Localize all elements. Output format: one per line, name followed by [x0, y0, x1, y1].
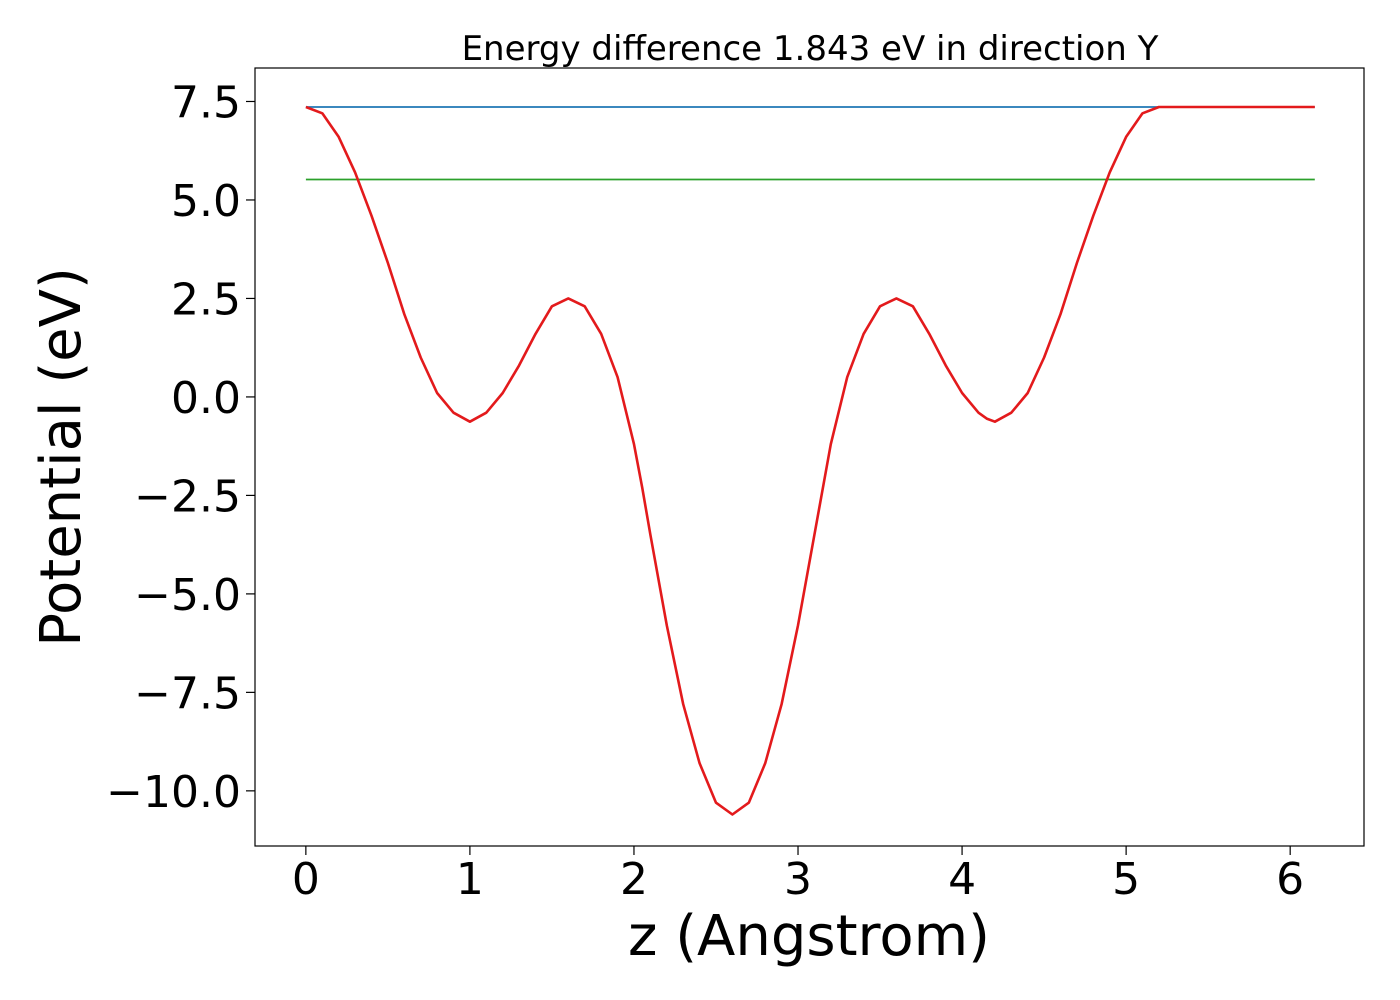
y-axis: 7.5 5.0 2.5 0.0 −2.5 −5.0 −7.5 −10.0: [106, 77, 255, 818]
y-tick-label: 7.5: [171, 77, 241, 128]
x-axis: 0 1 2 3 4 5 6: [292, 846, 1304, 905]
plot-frame: [254, 67, 1365, 847]
y-tick-label: 2.5: [171, 274, 241, 325]
x-tick-label: 1: [456, 854, 484, 905]
x-tick-label: 2: [620, 854, 648, 905]
y-tick-label: 5.0: [171, 176, 241, 227]
y-tick-label: 0.0: [171, 373, 241, 424]
x-tick-label: 4: [948, 854, 976, 905]
y-tick-label: −5.0: [134, 570, 241, 621]
x-tick-label: 0: [292, 854, 320, 905]
series-layer: [305, 105, 1315, 816]
y-axis-label: Potential (eV): [29, 267, 94, 647]
chart-title: Energy difference 1.843 eV in direction …: [462, 29, 1159, 69]
y-tick-label: −7.5: [134, 668, 241, 719]
plot-area: [254, 67, 1365, 847]
x-tick-label: 3: [784, 854, 812, 905]
x-tick-label: 5: [1112, 854, 1140, 905]
y-tick-label: −2.5: [134, 471, 241, 522]
x-tick-label: 6: [1276, 854, 1304, 905]
series-line-3: [305, 105, 1315, 816]
x-axis-label: z (Angstrom): [628, 904, 990, 969]
y-tick-label: −10.0: [106, 767, 241, 818]
